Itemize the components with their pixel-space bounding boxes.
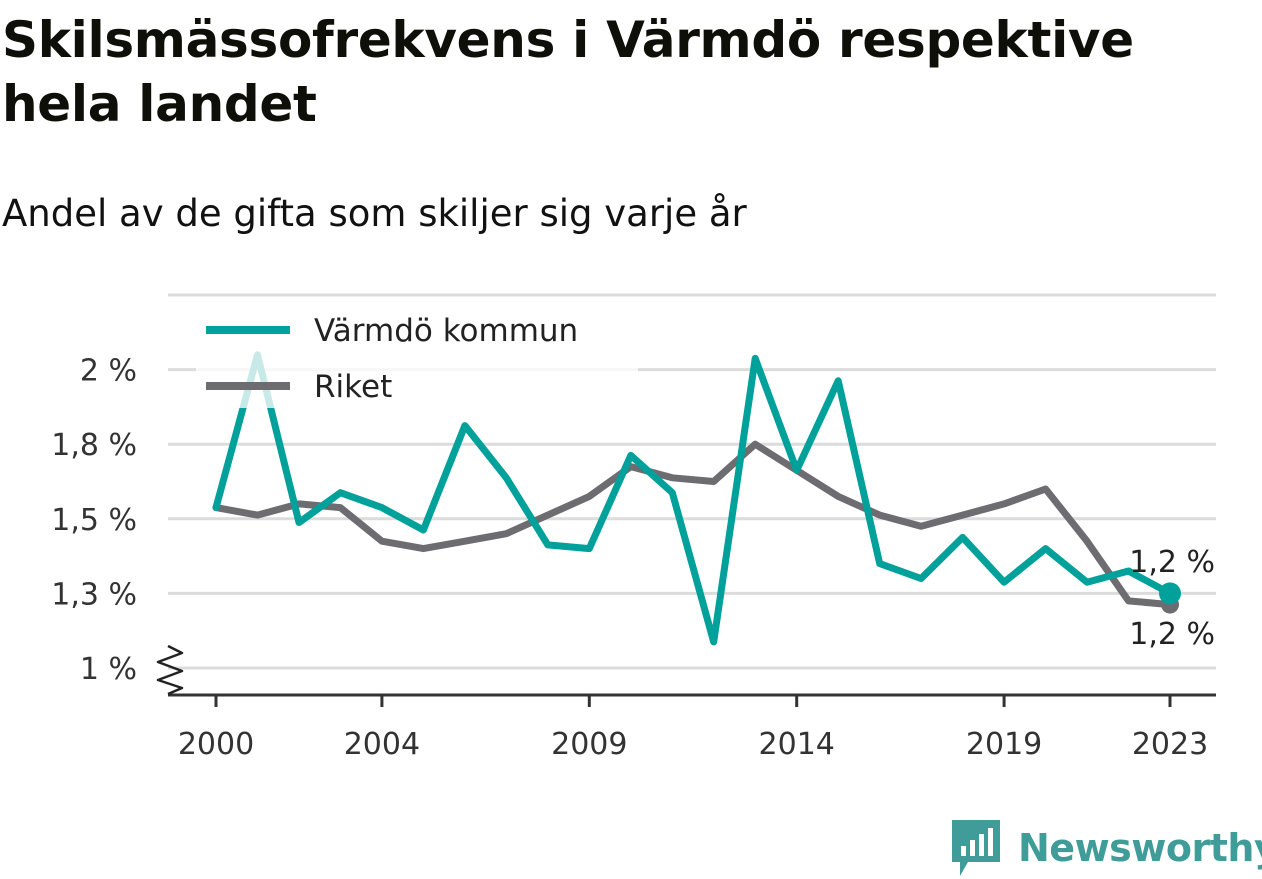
legend-background	[196, 302, 638, 408]
x-tick-label: 2014	[759, 727, 835, 762]
x-tick-label: 2019	[966, 727, 1042, 762]
end-value-label: 1,2 %	[1129, 617, 1215, 652]
chart-title: Skilsmässofrekvens i Värmdö respektive h…	[2, 11, 1134, 133]
series-line-riket	[212, 440, 1174, 609]
series-lines	[212, 351, 1181, 646]
chart-subtitle: Andel av de gifta som skiljer sig varje …	[2, 192, 747, 235]
legend: Värmdö kommun Riket	[196, 302, 638, 408]
brand-name: Newsworthy	[1018, 826, 1262, 870]
y-tick-label: 1 %	[80, 652, 137, 687]
y-tick-label: 1,3 %	[51, 577, 137, 612]
x-axis	[156, 644, 1216, 697]
end-labels: 1,2 % 1,2 %	[1129, 545, 1215, 652]
y-tick-label: 1,8 %	[51, 428, 137, 463]
y-tick-label: 2 %	[80, 354, 137, 389]
y-axis-ticks: 1 % 1,3 % 1,5 % 1,8 % 2 %	[51, 354, 137, 687]
end-value-label: 1,2 %	[1129, 545, 1215, 580]
x-tick-label: 2000	[178, 727, 254, 762]
legend-label: Värmdö kommun	[314, 313, 578, 349]
series-line-varmdo	[212, 351, 1174, 646]
legend-label: Riket	[314, 369, 392, 405]
axis-break-mark	[156, 644, 184, 696]
bar-chart-speech-icon	[952, 820, 1000, 876]
y-tick-label: 1,5 %	[51, 503, 137, 538]
x-tick-label: 2009	[551, 727, 627, 762]
x-tick-label: 2004	[344, 727, 420, 762]
x-axis-ticks: 2000 2004 2009 2014 2019 2023	[178, 695, 1208, 762]
series-endpoint	[1159, 582, 1181, 605]
x-tick-label: 2023	[1132, 727, 1208, 762]
newsworthy-logo: Newsworthy	[950, 818, 1262, 878]
